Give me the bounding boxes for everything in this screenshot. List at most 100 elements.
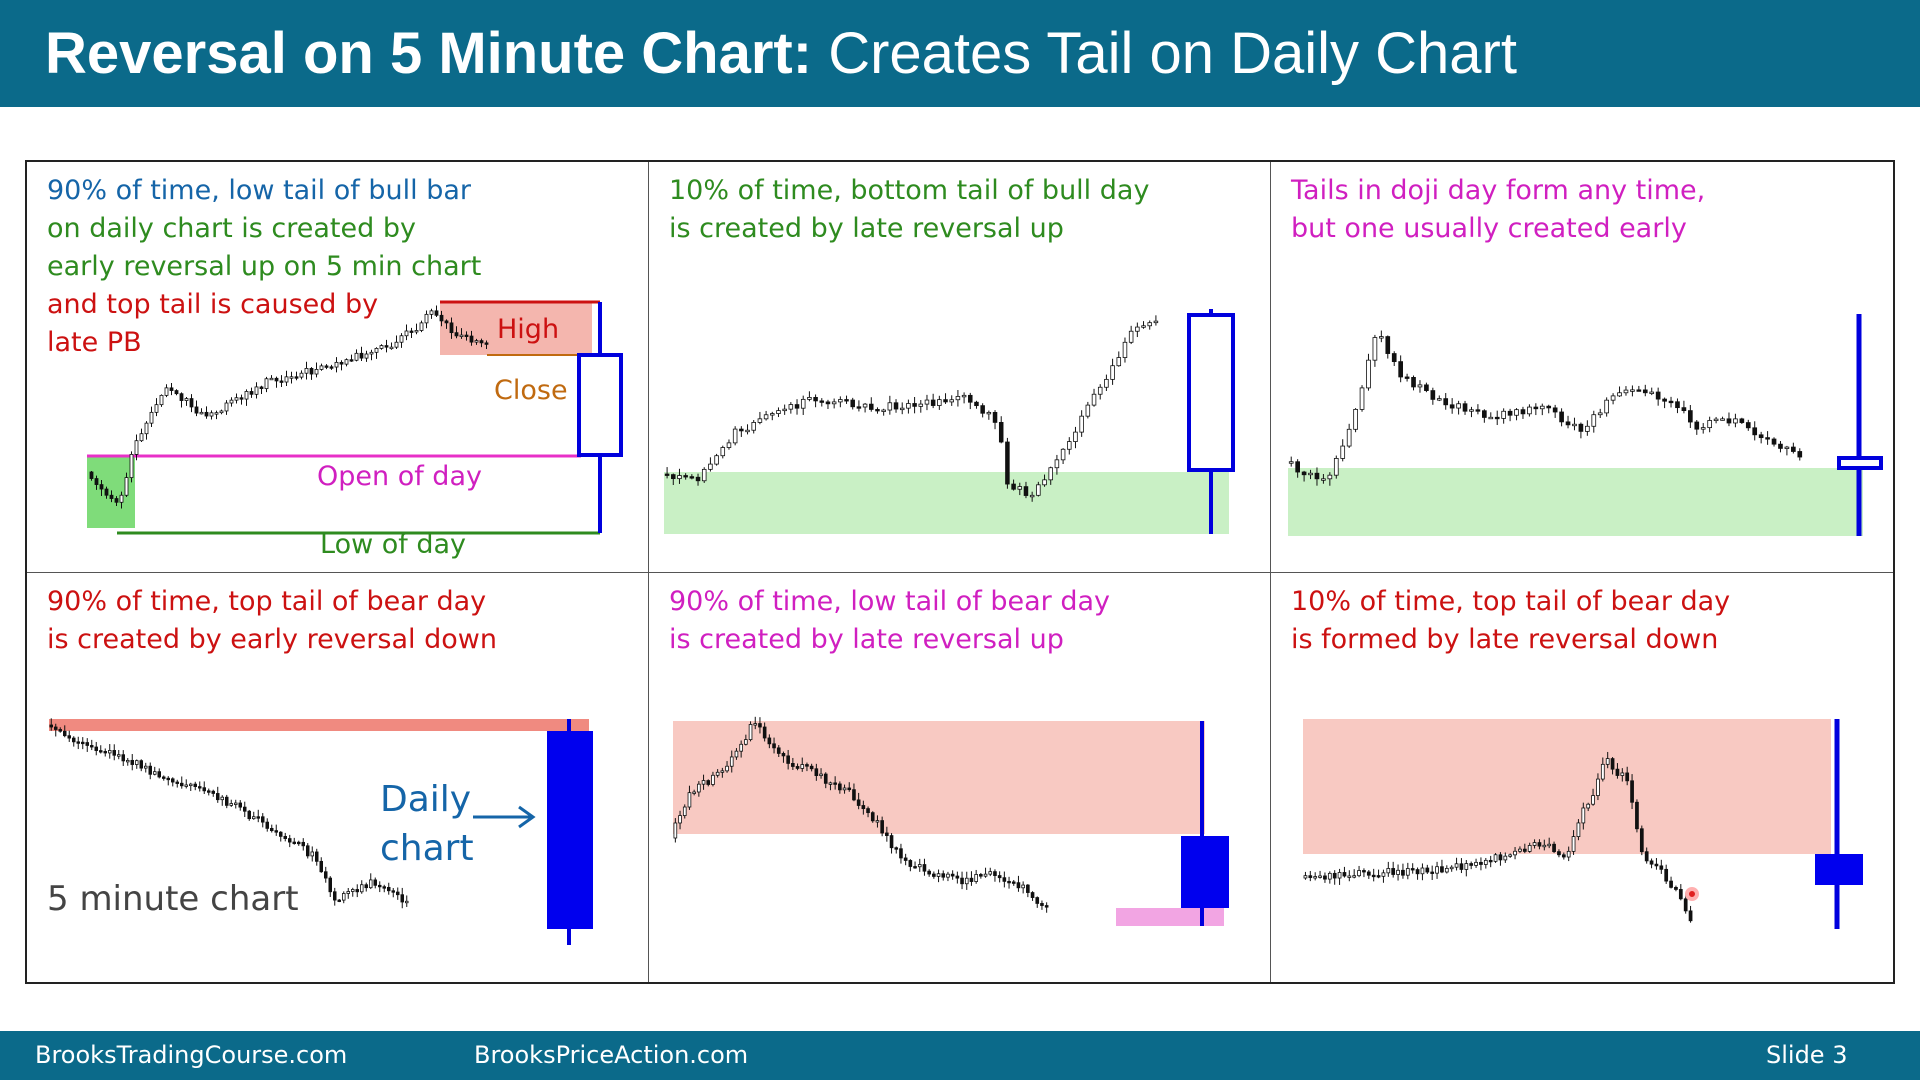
five-minute-candles [49,718,409,909]
candle-body [264,378,269,390]
candle-body [1357,870,1361,877]
candle-body [1565,421,1571,426]
candle-body [148,765,153,775]
candle-body [1091,393,1097,406]
low-tail-zone [1288,468,1863,536]
candle-body [1104,378,1109,388]
candle-body [404,900,409,904]
candle-body [881,409,886,412]
candle-body [1620,772,1625,776]
candle-body [739,743,743,752]
candle-body [1482,410,1487,418]
panel-bear-late-low-tail: 90% of time, low tail of bear day is cre… [649,573,1269,983]
candle-body [1440,866,1444,873]
candle-body [139,433,144,442]
title-rest: Creates Tail on Daily Chart [828,21,1517,86]
candle-body [1464,863,1469,870]
candle-body [1572,423,1577,427]
candle-body [90,745,94,748]
candle-body [753,723,758,726]
candle-body [997,875,1002,879]
candle-body [153,771,157,775]
candle-body [980,405,985,414]
candle-body [1405,868,1410,876]
candle-body [1630,780,1634,803]
candle-body [1566,850,1571,858]
candle-body [139,760,144,769]
candle-body [234,397,239,401]
candle-body [1527,406,1532,415]
candle-body [1571,836,1576,852]
candle-body [1029,494,1035,498]
footer-link-brookspriceaction[interactable]: BrooksPriceAction.com [474,1041,749,1069]
candle-body [1636,389,1642,392]
candle-body [1518,848,1522,852]
candle-body [819,400,825,403]
candle-body [949,399,954,403]
caption-line: 90% of time, top tail of bear day [47,586,487,617]
candle-body [889,835,894,849]
candle-body [384,345,389,348]
candle-body [767,737,772,745]
candle-body [1745,422,1751,429]
candle-body [1371,874,1376,878]
candle-body [960,877,964,885]
candle-body [917,864,922,868]
panel-6-caption: 10% of time, top tail of bear day is for… [1291,583,1730,659]
candle-body [1420,867,1425,875]
panel-bear-early-top-tail: Daily chart 5 minute chart 90% of time, … [27,573,647,983]
candle-body [1649,391,1655,394]
candle-body [179,782,184,787]
low-tail-zone [1116,908,1224,926]
candle-body [1649,860,1654,865]
candle-body [166,777,170,781]
candle-body [744,739,748,745]
candle-body [781,753,786,757]
candle-body [1007,880,1011,884]
candle-body [204,411,209,417]
candle-body [379,345,384,349]
candle-body [1642,389,1648,394]
candle-body [359,884,364,893]
footer-link-brookstradingcourse[interactable]: BrooksTradingCourse.com [35,1041,348,1069]
candle-body [1153,320,1159,324]
candle-body [1479,861,1483,865]
candle-body [1340,445,1346,459]
candle-body [1366,359,1371,389]
panel-5-caption: 90% of time, low tail of bear day is cre… [669,583,1110,659]
candle-body [464,334,469,337]
candle-body [368,879,373,889]
daily-candle-body [547,731,593,929]
candle-body [1707,420,1712,429]
candle-body [329,366,334,369]
candle-body [1308,875,1313,878]
candle-body [1376,875,1381,878]
candle-body [924,399,930,405]
five-minute-candles [673,716,1049,913]
candle-body [274,377,279,382]
candle-body [1552,843,1556,853]
candle-body [350,889,355,892]
candle-body [1417,384,1423,388]
candle-body [206,790,211,793]
candle-body [950,873,955,877]
candle-body [1694,421,1700,430]
candle-body [673,822,678,839]
candle-body [1362,870,1366,873]
candle-body [992,411,998,423]
candle-body [813,396,818,402]
panel-doji-tails: Tails in doji day form any time, but one… [1271,162,1891,572]
caption-line: 10% of time, bottom tail of bull day [669,175,1150,206]
candle-body [72,737,76,743]
candle-body [1347,875,1352,878]
candle-body [454,332,459,337]
candle-body [682,806,687,816]
candle-body [1346,428,1352,447]
candle-body [249,391,254,395]
candle-body [1381,872,1386,877]
candle-body [1617,392,1622,397]
candle-body [382,886,386,889]
row-divider [27,572,1893,573]
candle-body [332,891,337,901]
candle-body [121,754,126,762]
